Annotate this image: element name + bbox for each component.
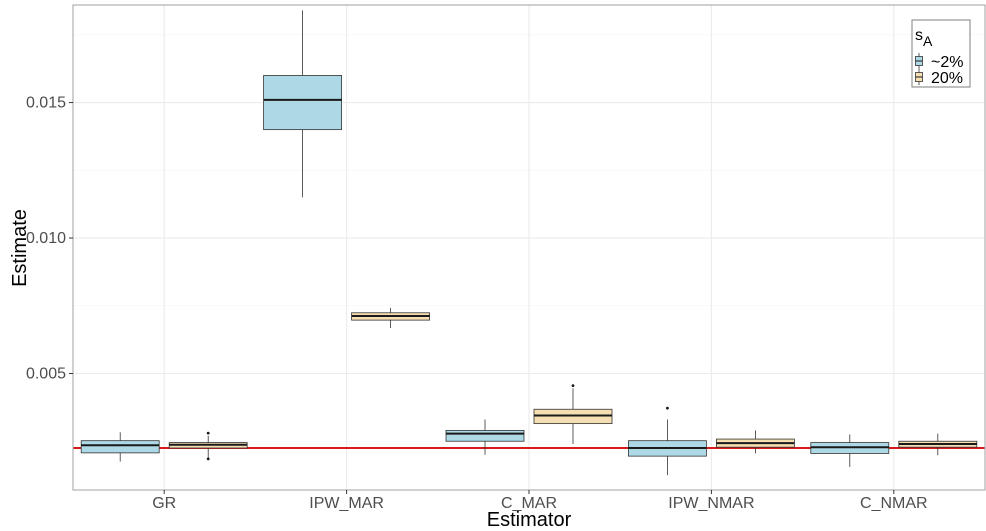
box-C_MAR-series-2: [533, 384, 613, 444]
x-tick-label: IPW_NMAR: [668, 495, 754, 512]
x-tick-label: C_NMAR: [860, 495, 928, 512]
box-iqr: [445, 429, 525, 442]
legend: sA ~2%20%: [911, 19, 971, 88]
box-iqr: [80, 440, 160, 454]
box-IPW_NMAR-series-2: [716, 430, 795, 454]
legend-entry: ~2%: [915, 53, 963, 71]
axis-layer: 0.005 0.010 0.015 GR IPW_MAR C_MAR IPW_NMAR C_N…: [26, 95, 928, 512]
legend-entries: ~2%20%: [915, 53, 963, 87]
legend-label: 20%: [931, 70, 963, 87]
x-tick-label: C_MAR: [501, 495, 557, 512]
box-layer: [80, 10, 978, 476]
y-tick-label: 0.015: [26, 95, 66, 112]
box-IPW_NMAR-series-1: [628, 406, 707, 476]
box-IPW_MAR-series-2: [351, 307, 431, 328]
x-axis-title: Estimator: [487, 509, 572, 531]
legend-title-main: s: [915, 27, 923, 44]
outlier-point: [206, 431, 210, 435]
outlier-point: [206, 457, 210, 461]
y-tick-label: 0.005: [26, 365, 66, 382]
box-C_NMAR-series-2: [898, 433, 978, 456]
legend-label: ~2%: [931, 54, 963, 71]
x-tick-label: IPW_MAR: [309, 495, 384, 512]
y-tick-label: 0.010: [26, 230, 66, 247]
legend-title-sub: A: [923, 33, 933, 49]
box-C_MAR-series-1: [445, 419, 525, 455]
legend-entry: 20%: [915, 69, 963, 87]
outlier-point: [571, 384, 575, 388]
box-GR-series-1: [80, 432, 160, 462]
box-C_NMAR-series-1: [810, 434, 890, 467]
grid-layer: [73, 5, 985, 490]
box-iqr: [263, 75, 343, 131]
box-GR-series-2: [168, 431, 248, 461]
outlier-point: [666, 406, 669, 410]
legend-title: sA: [915, 27, 933, 49]
x-tick-label: GR: [152, 495, 176, 512]
box-IPW_MAR-series-1: [263, 10, 343, 198]
y-axis-title: Estimate: [9, 209, 31, 287]
